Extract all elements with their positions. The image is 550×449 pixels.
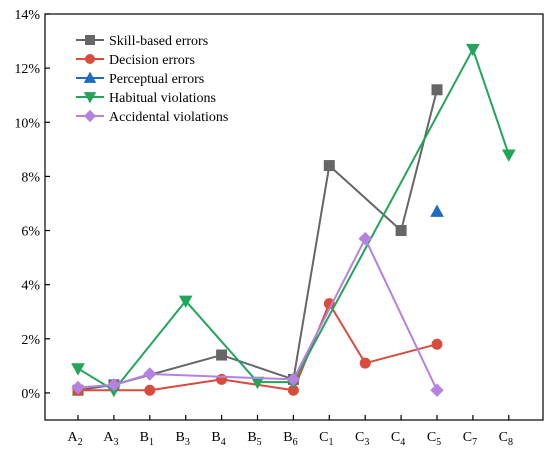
x-tick-label-base: B [140, 430, 149, 445]
data-point-square [395, 225, 407, 237]
x-tick-label-base: B [211, 430, 220, 445]
series-4 [71, 231, 444, 397]
series-line [77, 89, 438, 392]
x-tick-label: B4 [211, 430, 225, 448]
x-tick-label: B3 [176, 430, 190, 448]
y-tick-label: 2% [21, 333, 40, 348]
legend-item: Decision errors [76, 53, 195, 68]
data-point-triangle-up [83, 71, 97, 83]
y-tick-label: 14% [14, 8, 40, 23]
legend-label: Decision errors [109, 53, 195, 68]
data-point-diamond [430, 383, 444, 397]
x-tick-label-base: C [391, 430, 400, 445]
legend-label: Accidental violations [109, 110, 228, 125]
x-axis: A2 A3 B1 B3 B4 B5 B6 C1 C3 C4 C5 C7 C8 [67, 415, 513, 448]
data-point-triangle-down [71, 363, 85, 376]
data-point-triangle-down [466, 43, 480, 57]
data-point-diamond [107, 378, 121, 392]
x-tick-label-sub: 5 [436, 437, 441, 448]
data-point-triangle-down [501, 149, 516, 162]
x-tick-label: B6 [283, 430, 297, 448]
data-point-diamond [71, 380, 85, 395]
data-point-square [85, 35, 95, 45]
x-tick-label-sub: 1 [328, 437, 333, 448]
y-tick-label: 10% [14, 116, 40, 131]
data-point-diamond [286, 372, 301, 387]
data-point-circle [431, 338, 443, 350]
x-tick-label-base: C [427, 430, 436, 445]
data-point-triangle-up [430, 204, 444, 217]
x-tick-label-sub: 6 [293, 437, 298, 448]
x-tick-label: C1 [319, 430, 333, 448]
y-tick-label: 4% [21, 279, 40, 294]
legend: Skill-based errors Decision errors Percept… [76, 34, 228, 125]
x-tick-label: C7 [463, 430, 477, 448]
x-tick-label: B1 [140, 430, 154, 448]
x-tick-label: A2 [67, 430, 82, 448]
series-layer [71, 43, 516, 398]
series-1 [72, 298, 443, 396]
x-tick-label-base: B [176, 430, 185, 445]
x-tick-label-base: C [355, 430, 364, 445]
x-tick-label-base: A [103, 430, 114, 445]
x-tick-label-sub: 3 [185, 437, 190, 448]
x-tick-label: A3 [103, 430, 118, 448]
data-point-square [216, 349, 228, 361]
data-point-circle [144, 384, 156, 396]
data-point-diamond [143, 367, 157, 381]
data-point-circle [85, 54, 95, 64]
series-2 [430, 204, 444, 217]
x-tick-label-sub: 1 [149, 437, 154, 448]
legend-item: Habitual violations [76, 91, 216, 106]
x-tick-label-base: A [67, 430, 78, 445]
data-point-square [323, 160, 335, 172]
data-point-circle [359, 357, 371, 369]
legend-label: Habitual violations [109, 91, 216, 106]
x-tick-label-base: B [283, 430, 292, 445]
x-tick-label: C8 [499, 430, 513, 448]
x-tick-label-sub: 7 [472, 437, 477, 448]
legend-item: Skill-based errors [76, 34, 208, 49]
data-point-diamond [358, 231, 372, 246]
legend-item: Perceptual errors [76, 71, 204, 87]
x-tick-label-sub: 5 [257, 437, 262, 448]
x-tick-label: B5 [247, 430, 261, 448]
y-tick-label: 0% [21, 387, 40, 402]
x-tick-label: C4 [391, 430, 405, 448]
x-tick-label-base: B [247, 430, 256, 445]
x-tick-label-base: C [463, 430, 472, 445]
legend-item: Accidental violations [76, 109, 228, 125]
legend-label: Skill-based errors [109, 34, 208, 49]
x-tick-label-sub: 8 [508, 437, 513, 448]
y-axis: 0% 2% 4% 6% 8% 10% 12% 14% [14, 8, 50, 402]
x-tick-label: C3 [355, 430, 369, 448]
x-tick-label-sub: 2 [78, 437, 83, 448]
series-0 [72, 84, 443, 396]
y-tick-label: 6% [21, 225, 40, 240]
x-tick-label-base: C [319, 430, 328, 445]
x-tick-label: C5 [427, 430, 441, 448]
x-tick-label-base: C [499, 430, 508, 445]
x-tick-label-sub: 3 [364, 437, 369, 448]
x-tick-label-sub: 4 [400, 437, 405, 448]
y-tick-label: 12% [14, 62, 40, 77]
legend-label: Perceptual errors [109, 72, 204, 87]
data-point-diamond [83, 109, 97, 123]
data-point-triangle-down [178, 295, 193, 308]
data-point-square [431, 84, 443, 96]
data-point-triangle-down [83, 92, 97, 104]
y-tick-label: 8% [21, 170, 40, 185]
x-tick-label-sub: 3 [113, 437, 118, 448]
x-tick-label-sub: 4 [221, 437, 226, 448]
